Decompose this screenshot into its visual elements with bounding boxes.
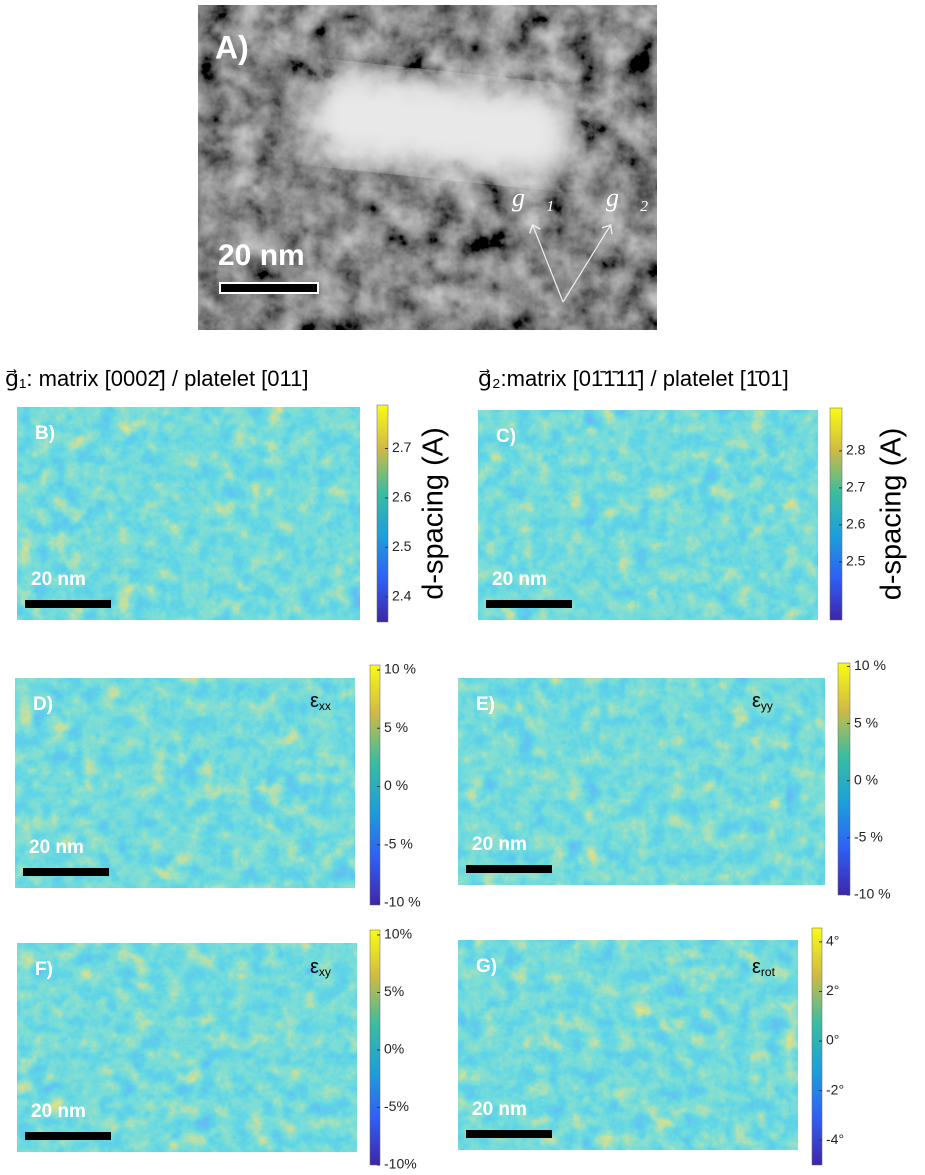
colorbar-tick-label: 0 % — [854, 771, 878, 787]
colorbar-tick-label: 10 % — [854, 657, 886, 673]
map-panel: G) 20 nm εrot 4° 2° 0° -2° -4° — [458, 927, 844, 1166]
vector-label: g⃗₂ — [606, 183, 648, 212]
scale-label: 20 nm — [492, 569, 547, 590]
colorbar-tick-label: 2.6 — [846, 516, 866, 532]
colorbar — [837, 662, 851, 896]
panel-label: G) — [476, 956, 497, 977]
component-label: εxx — [310, 690, 331, 713]
colorbar-tick-label: -5 % — [854, 829, 883, 845]
strain-map — [15, 678, 355, 888]
colorbar — [811, 927, 823, 1166]
strain-map — [17, 407, 360, 620]
vector-label: g⃗₁ — [512, 183, 554, 212]
colorbar-tick-label: -10 % — [854, 886, 891, 902]
map-panel: E) 20 nm εyy 10 % 5 % 0 % -5 % -10 % — [458, 657, 891, 902]
colorbar-tick-label: 2.5 — [846, 553, 866, 569]
index: xx — [319, 699, 331, 713]
arrow — [533, 226, 564, 303]
colorbar-label: d-spacing (A) — [876, 428, 908, 600]
strain-map — [17, 943, 357, 1152]
colorbar — [369, 929, 381, 1166]
colorbar-tick-label: -4° — [826, 1131, 844, 1147]
colorbar-tick-label: 2.5 — [392, 538, 412, 554]
scale-bar — [466, 1130, 552, 1138]
platelet — [308, 69, 572, 181]
map-panel: B) 20 nm 2.4 2.5 2.6 2.7 d-spacing (A) — [17, 404, 450, 623]
colorbar-tick-label: 5% — [384, 983, 404, 999]
panel-label: B) — [35, 423, 55, 444]
panel-label: F) — [35, 959, 53, 980]
heading: g⃗₂:matrix [01̄1̄11̄] / platelet [1̄01] — [478, 366, 789, 391]
symbol: ε — [752, 690, 761, 712]
colorbar-tick-label: 2.8 — [846, 442, 866, 458]
scale-bar — [25, 600, 111, 608]
component-label: εrot — [752, 956, 776, 979]
component-label: εxy — [310, 956, 331, 979]
colorbar-tick-label: 0 % — [384, 777, 408, 793]
colorbar-tick-label: 5 % — [384, 719, 408, 735]
colorbar-tick-label: 2.7 — [392, 439, 412, 455]
colorbar-tick-label: 10 % — [384, 661, 416, 677]
colorbar-tick-label: -10% — [384, 1156, 417, 1172]
colorbar — [369, 664, 381, 906]
scale-bar — [23, 868, 109, 876]
colorbar-tick-label: -5 % — [384, 835, 413, 851]
scale-label: 20 nm — [29, 837, 84, 858]
scale-bar — [466, 865, 552, 873]
strain-map — [458, 678, 825, 885]
panel-a: A) 20 nm g⃗₁ g⃗₂ — [198, 5, 657, 330]
scale-label: 20 nm — [31, 569, 86, 590]
scale-label: 20 nm — [31, 1101, 86, 1122]
symbol: ε — [310, 956, 319, 978]
colorbar-tick-label: -5% — [384, 1098, 409, 1114]
colorbar-tick-label: -2° — [826, 1081, 844, 1097]
scale-bar — [25, 1132, 111, 1140]
scale-label: 20 nm — [472, 834, 527, 855]
map-panel: C) 20 nm 2.5 2.6 2.7 2.8 d-spacing (A) — [478, 407, 908, 621]
colorbar-tick-label: 10% — [384, 926, 412, 942]
colorbar-tick-label: 2.4 — [392, 587, 412, 603]
colorbar-tick-label: 2.6 — [392, 489, 412, 505]
colorbar — [829, 407, 843, 621]
scale-label: 20 nm — [218, 239, 305, 272]
map-panel: F) 20 nm εxy 10% 5% 0% -5% -10% — [17, 926, 417, 1172]
maps: B) 20 nm 2.4 2.5 2.6 2.7 d-spacing (A) C) 20 nm 2… — [15, 404, 908, 1172]
scale-bar — [486, 600, 572, 608]
panel-label: A) — [215, 29, 249, 65]
index: xy — [319, 965, 331, 979]
colorbar — [376, 404, 389, 623]
symbol: ε — [310, 690, 319, 712]
arrow — [562, 226, 610, 303]
colorbar-label: d-spacing (A) — [418, 427, 450, 599]
strain-map — [458, 940, 798, 1150]
symbol: ε — [752, 956, 761, 978]
strain-map — [478, 410, 818, 620]
colorbar-tick-label: 0° — [826, 1032, 839, 1048]
scale-label: 20 nm — [472, 1099, 527, 1120]
colorbar-tick-label: 4° — [826, 933, 839, 949]
panel-label: C) — [496, 426, 516, 447]
scale-bar — [219, 282, 319, 294]
colorbar-tick-label: -10 % — [384, 894, 421, 910]
panel-label: D) — [33, 694, 53, 715]
heading: g⃗₁: matrix [0002̄] / platelet [011] — [5, 366, 308, 391]
map-panel: D) 20 nm εxx 10 % 5 % 0 % -5 % -10 % — [15, 661, 421, 910]
index: yy — [761, 699, 773, 713]
colorbar-tick-label: 0% — [384, 1041, 404, 1057]
panel-label: E) — [476, 694, 495, 715]
colorbar-tick-label: 5 % — [854, 714, 878, 730]
component-label: εyy — [752, 690, 773, 713]
colorbar-tick-label: 2.7 — [846, 479, 866, 495]
colorbar-tick-label: 2° — [826, 982, 839, 998]
index: rot — [761, 965, 776, 979]
